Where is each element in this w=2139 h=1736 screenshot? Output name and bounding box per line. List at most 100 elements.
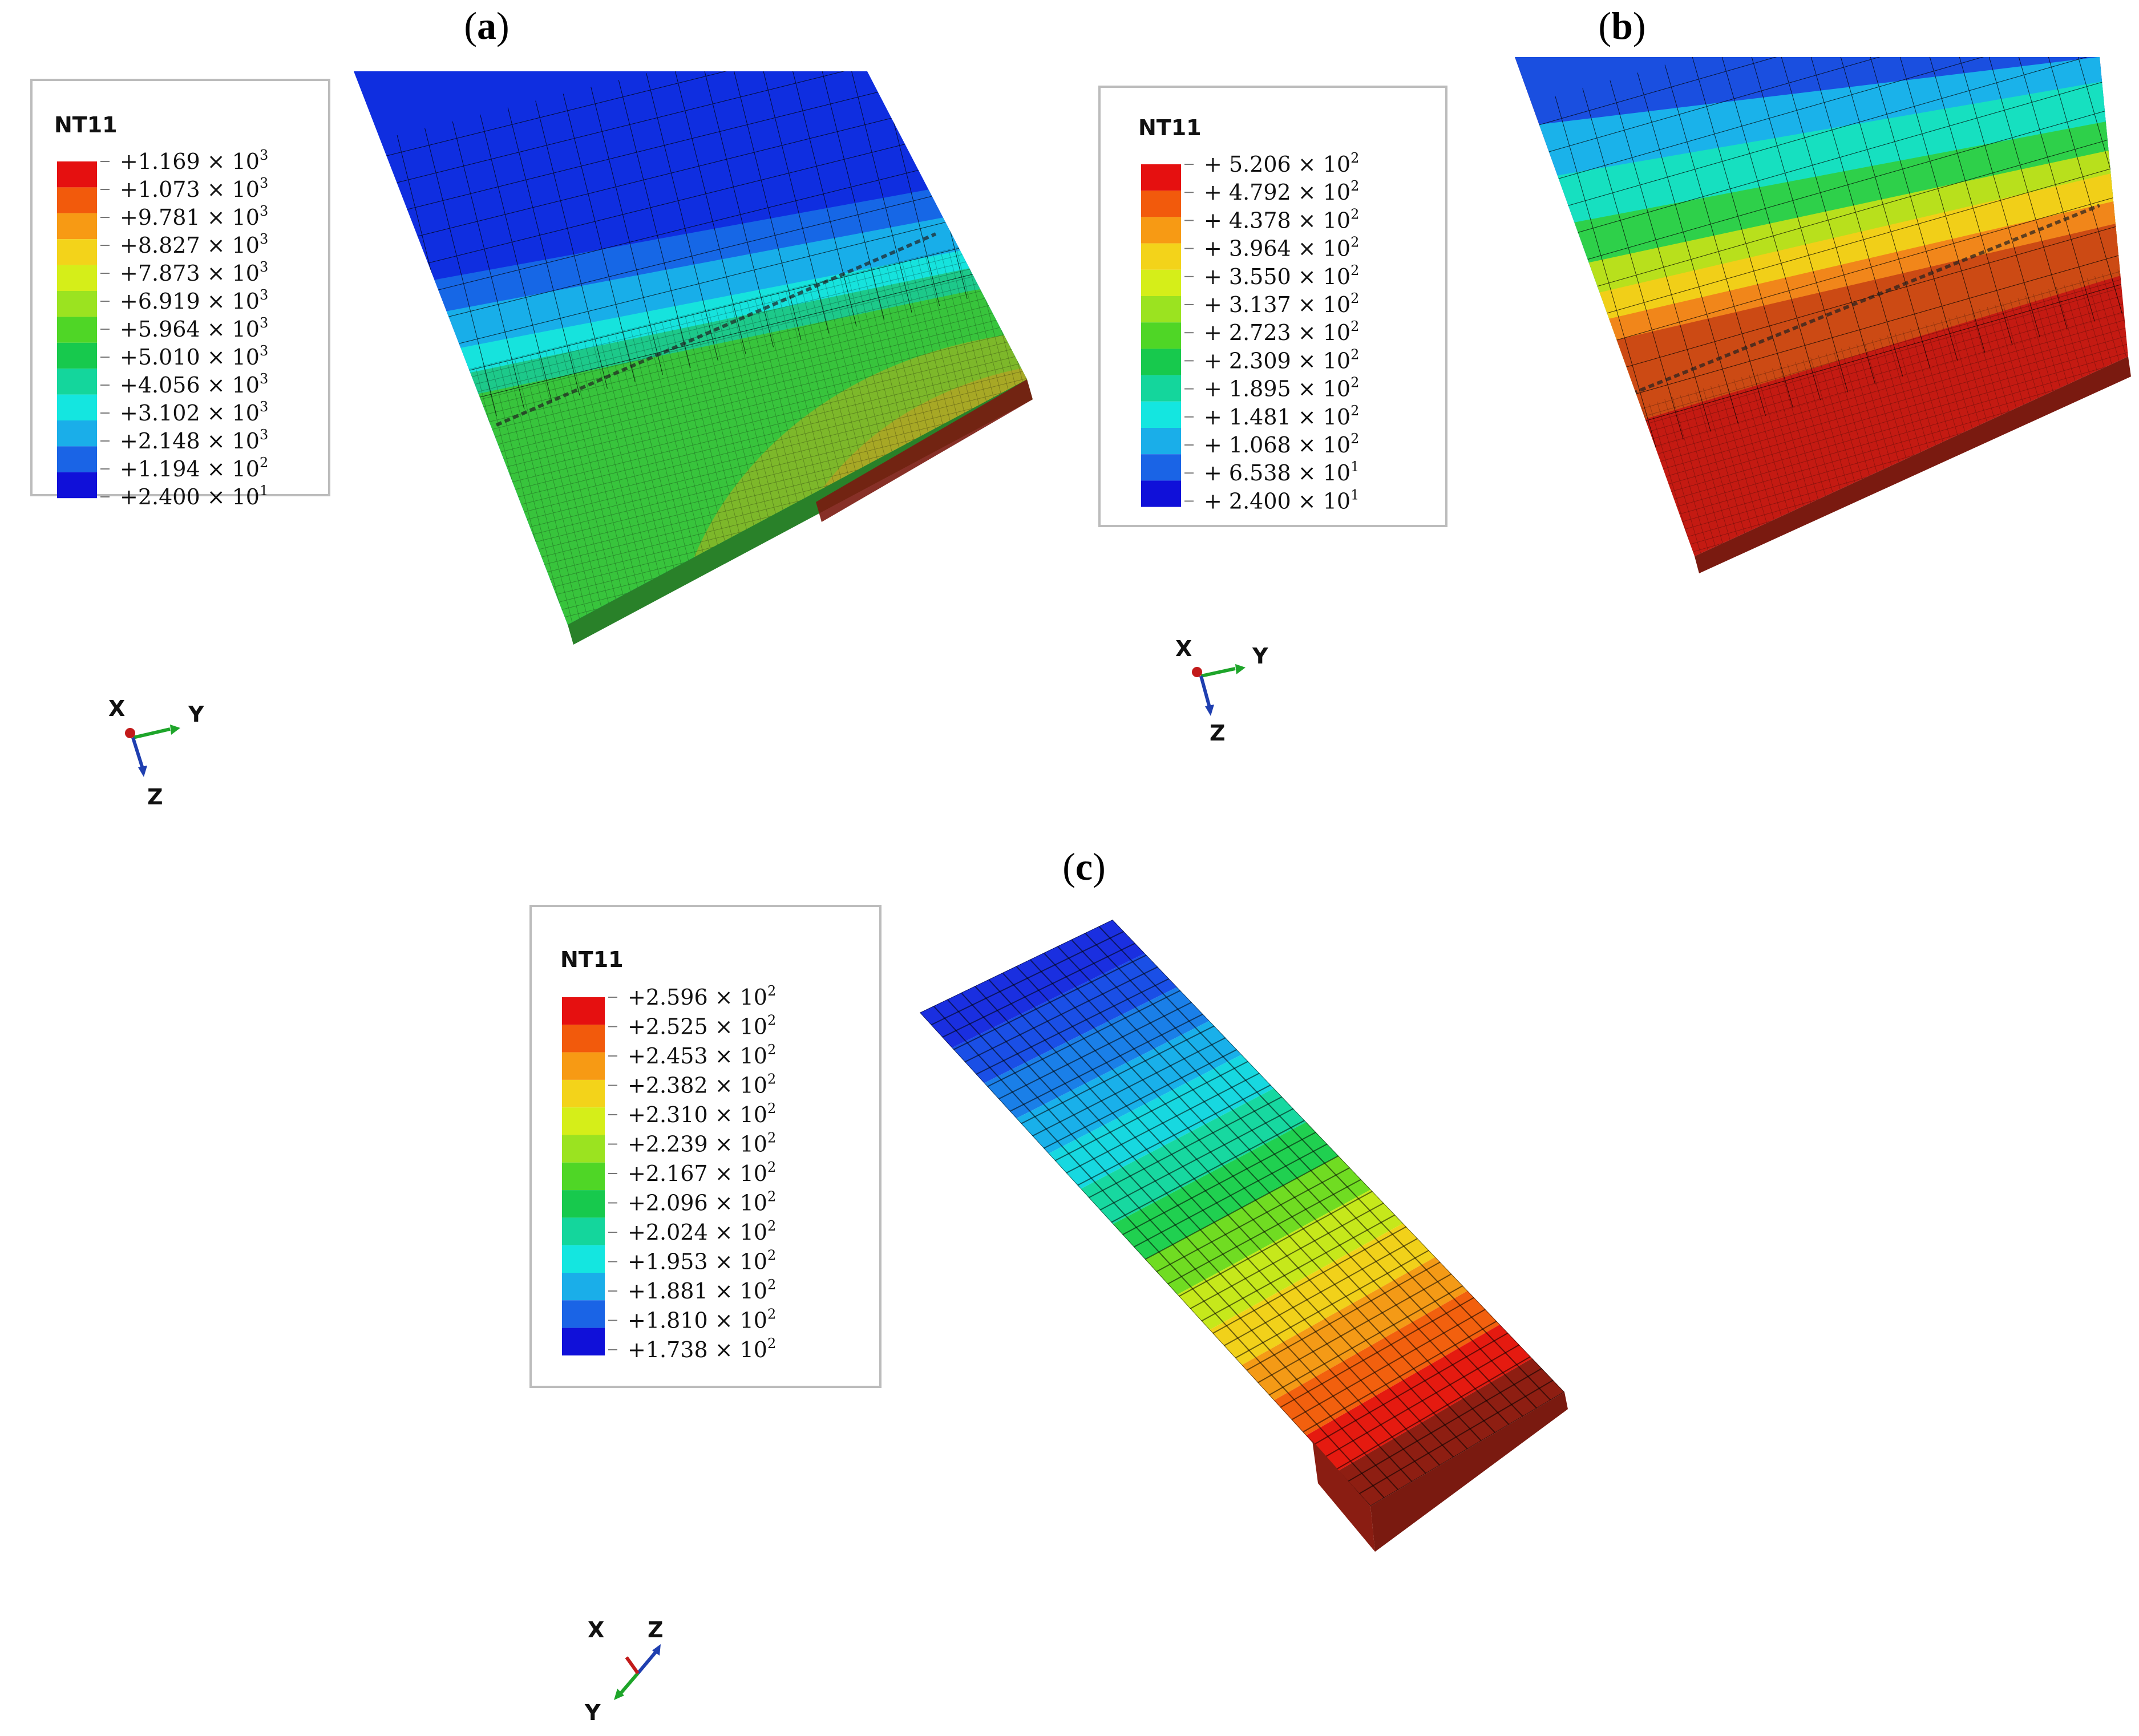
- legend-swatch: [57, 187, 97, 213]
- legend-swatch: [1141, 217, 1181, 244]
- legend-swatch: [562, 1052, 605, 1080]
- panel-c: (c) NT11 +2.596 × 102 +2.525 × 102 +2.453 …: [529, 845, 1568, 1725]
- mesh-line: [960, 992, 1413, 1482]
- legend-value: + 3.137 × 102: [1204, 290, 1359, 317]
- axis-label-x: X: [108, 696, 125, 721]
- mesh-line: [1002, 972, 1454, 1458]
- legend-swatch: [57, 239, 97, 265]
- mesh-line: [1084, 932, 1538, 1409]
- panel-c-axis-triad: X Z Y: [584, 1617, 664, 1725]
- legend-colorbar: +1.169 × 103+1.073 × 103+9.781 × 103+8.8…: [57, 147, 268, 509]
- legend-exponent: 2: [1350, 318, 1359, 334]
- panel-b-legend: NT11 + 5.206 × 102+ 4.792 × 102+ 4.378 ×…: [1098, 86, 1447, 527]
- legend-swatch: [1141, 322, 1181, 349]
- legend-value: +9.781 × 103: [120, 203, 268, 230]
- legend-value: +8.827 × 103: [120, 231, 268, 258]
- mesh-line: [933, 1005, 1385, 1499]
- legend-exponent: 2: [767, 1248, 776, 1264]
- legend-exponent: 2: [1350, 150, 1359, 166]
- legend-swatch: [562, 1025, 605, 1053]
- legend-exponent: 3: [260, 371, 268, 387]
- panel-a-axis-triad: X Y Z: [108, 696, 204, 810]
- y-arrow-icon: [170, 725, 180, 735]
- legend-value: + 2.723 × 102: [1204, 318, 1359, 345]
- legend-value: + 1.481 × 102: [1204, 403, 1359, 430]
- legend-exponent: 2: [1350, 206, 1359, 222]
- mesh-line: [1112, 920, 1564, 1393]
- panel-a: (a) NT11 +1.169 × 103+1.073 × 103+9.781 …: [30, 4, 1033, 810]
- legend-exponent: 2: [260, 455, 268, 471]
- mesh-line: [1029, 959, 1482, 1442]
- legend-swatch: [57, 342, 97, 369]
- legend-colorbar: + 5.206 × 102+ 4.792 × 102+ 4.378 × 102+…: [1141, 150, 1359, 513]
- legend-swatch: [562, 1217, 605, 1245]
- panel-a-contour-plate: [354, 71, 1033, 645]
- legend-exponent: 2: [767, 1218, 776, 1234]
- legend-swatch: [1141, 454, 1181, 481]
- legend-exponent: 3: [260, 343, 268, 359]
- legend-exponent: 3: [260, 287, 268, 303]
- legend-exponent: 2: [767, 983, 776, 999]
- legend-title: NT11: [560, 947, 624, 972]
- legend-swatch: [57, 161, 97, 188]
- legend-swatch: [562, 1190, 605, 1218]
- legend-swatch: [1141, 164, 1181, 191]
- z-axis-line: [131, 737, 144, 769]
- legend-swatch: [562, 1328, 605, 1355]
- legend-value: +2.167 × 102: [628, 1159, 776, 1186]
- legend-value: + 3.550 × 102: [1204, 262, 1359, 289]
- mesh-line: [1098, 925, 1551, 1401]
- panel-a-label: (a): [464, 4, 509, 47]
- legend-exponent: 2: [767, 1071, 776, 1087]
- z-arrow-icon: [652, 1644, 661, 1656]
- y-axis-line: [1200, 667, 1236, 678]
- legend-value: +1.194 × 102: [120, 455, 268, 481]
- axis-label-y: Y: [188, 702, 204, 727]
- legend-swatch: [1141, 375, 1181, 402]
- legend-exponent: 2: [1350, 262, 1359, 278]
- legend-value: + 2.309 × 102: [1204, 346, 1359, 373]
- legend-exponent: 3: [260, 399, 268, 415]
- legend-value: +2.596 × 102: [628, 983, 776, 1010]
- legend-value: +1.881 × 102: [628, 1277, 776, 1304]
- panel-c-label: (c): [1062, 845, 1106, 888]
- legend-value: + 6.538 × 101: [1204, 459, 1359, 485]
- axis-label-z: Z: [648, 1617, 664, 1642]
- z-arrow-icon: [138, 766, 147, 777]
- legend-swatch: [57, 446, 97, 472]
- legend-value: +4.056 × 103: [120, 371, 268, 398]
- mesh-line: [947, 999, 1399, 1491]
- legend-exponent: 3: [260, 315, 268, 331]
- panel-b: (b) NT11 + 5.206 × 102+ 4.792 × 102+ 4.3…: [1098, 4, 2131, 746]
- legend-exponent: 2: [767, 1130, 776, 1146]
- legend-value: +1.073 × 103: [120, 175, 268, 202]
- legend-value: + 4.378 × 102: [1204, 206, 1359, 233]
- legend-exponent: 2: [767, 1159, 776, 1175]
- legend-exponent: 3: [260, 427, 268, 443]
- legend-exponent: 1: [260, 483, 268, 499]
- legend-exponent: 2: [1350, 234, 1359, 250]
- legend-value: +2.400 × 101: [120, 483, 268, 509]
- legend-swatch: [57, 213, 97, 240]
- legend-swatch: [1141, 296, 1181, 323]
- legend-swatch: [562, 1273, 605, 1301]
- legend-swatch: [1141, 349, 1181, 375]
- legend-swatch: [562, 1107, 605, 1135]
- panel-b-axis-triad: X Y Z: [1175, 636, 1268, 746]
- legend-value: +3.102 × 103: [120, 399, 268, 426]
- legend-swatch: [1141, 191, 1181, 217]
- mesh-line: [988, 979, 1441, 1466]
- panel-b-label: (b): [1598, 4, 1645, 47]
- legend-swatch: [1141, 243, 1181, 270]
- legend-exponent: 2: [767, 1042, 776, 1058]
- y-arrow-icon: [1235, 664, 1246, 674]
- legend-exponent: 2: [767, 1306, 776, 1322]
- axis-label-y: Y: [1252, 644, 1268, 669]
- legend-value: +2.525 × 102: [628, 1013, 776, 1039]
- legend-exponent: 2: [1350, 346, 1359, 362]
- legend-swatch: [562, 1079, 605, 1108]
- legend-exponent: 2: [1350, 375, 1359, 391]
- legend-exponent: 2: [767, 1336, 776, 1351]
- z-axis-line: [636, 1650, 658, 1674]
- y-axis-line: [619, 1672, 640, 1694]
